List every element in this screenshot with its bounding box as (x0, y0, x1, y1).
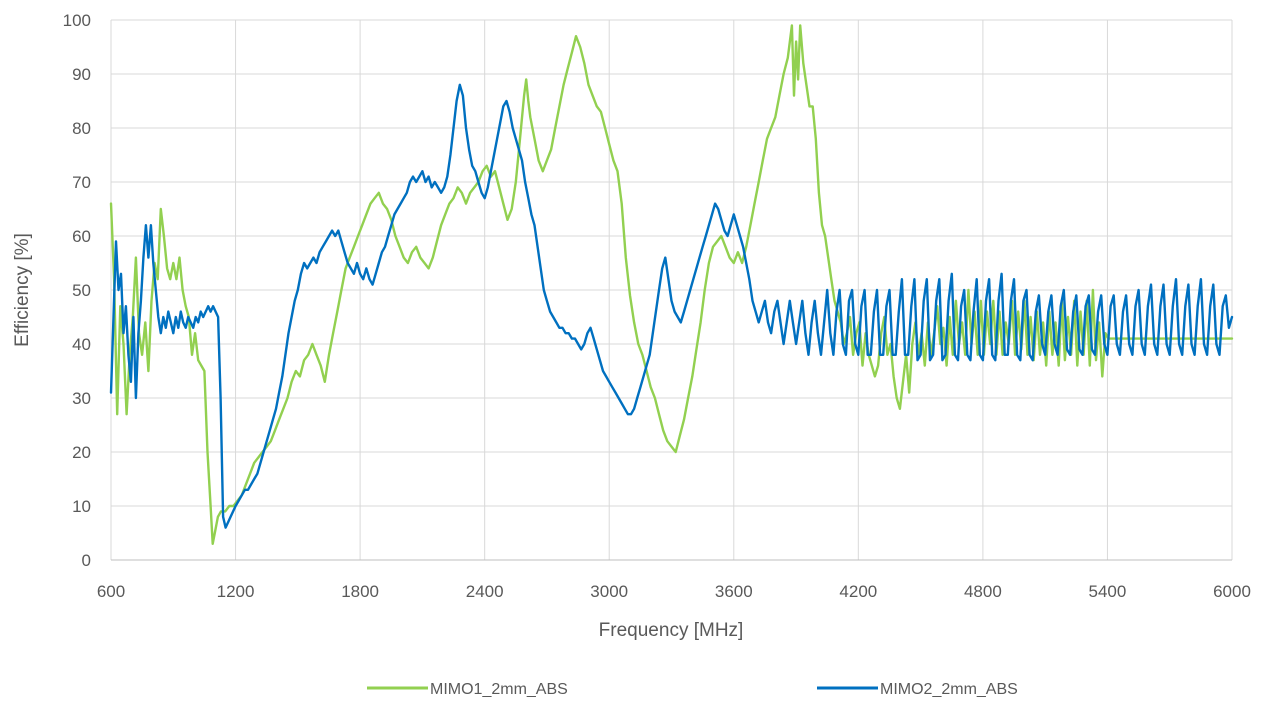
y-tick-label: 10 (72, 497, 91, 516)
x-tick-label: 1800 (341, 582, 379, 601)
y-tick-label: 80 (72, 119, 91, 138)
y-tick-label: 50 (72, 281, 91, 300)
y-axis-title: Efficiency [%] (12, 233, 33, 347)
x-tick-label: 600 (97, 582, 125, 601)
x-tick-label: 4200 (839, 582, 877, 601)
series-line-2 (109, 83, 1234, 529)
legend-label-mimo2: MIMO2_2mm_ABS (880, 681, 1018, 698)
y-tick-label: 20 (72, 443, 91, 462)
x-tick-label: 6000 (1213, 582, 1251, 601)
y-tick-label: 30 (72, 389, 91, 408)
y-tick-label: 40 (72, 335, 91, 354)
x-tick-label: 3600 (715, 582, 753, 601)
legend: MIMO1_2mm_ABS MIMO2_2mm_ABS (367, 681, 1018, 698)
x-tick-label: 1200 (217, 582, 255, 601)
y-tick-label: 60 (72, 227, 91, 246)
series-lines (109, 24, 1234, 545)
x-tick-label: 3000 (590, 582, 628, 601)
y-tick-label: 0 (82, 551, 91, 570)
y-tick-label: 70 (72, 173, 91, 192)
x-tick-label: 4800 (964, 582, 1002, 601)
x-tick-label: 5400 (1089, 582, 1127, 601)
legend-label-mimo1: MIMO1_2mm_ABS (430, 681, 568, 698)
y-tick-label: 90 (72, 65, 91, 84)
tick-labels: 0 10 20 30 40 50 60 70 80 90 100 600 1200 1800 2400 300… (63, 11, 1251, 601)
y-tick-label: 100 (63, 11, 91, 30)
x-tick-label: 2400 (466, 582, 504, 601)
x-axis-title: Frequency [MHz] (599, 620, 744, 641)
series-line-1 (109, 24, 1234, 545)
